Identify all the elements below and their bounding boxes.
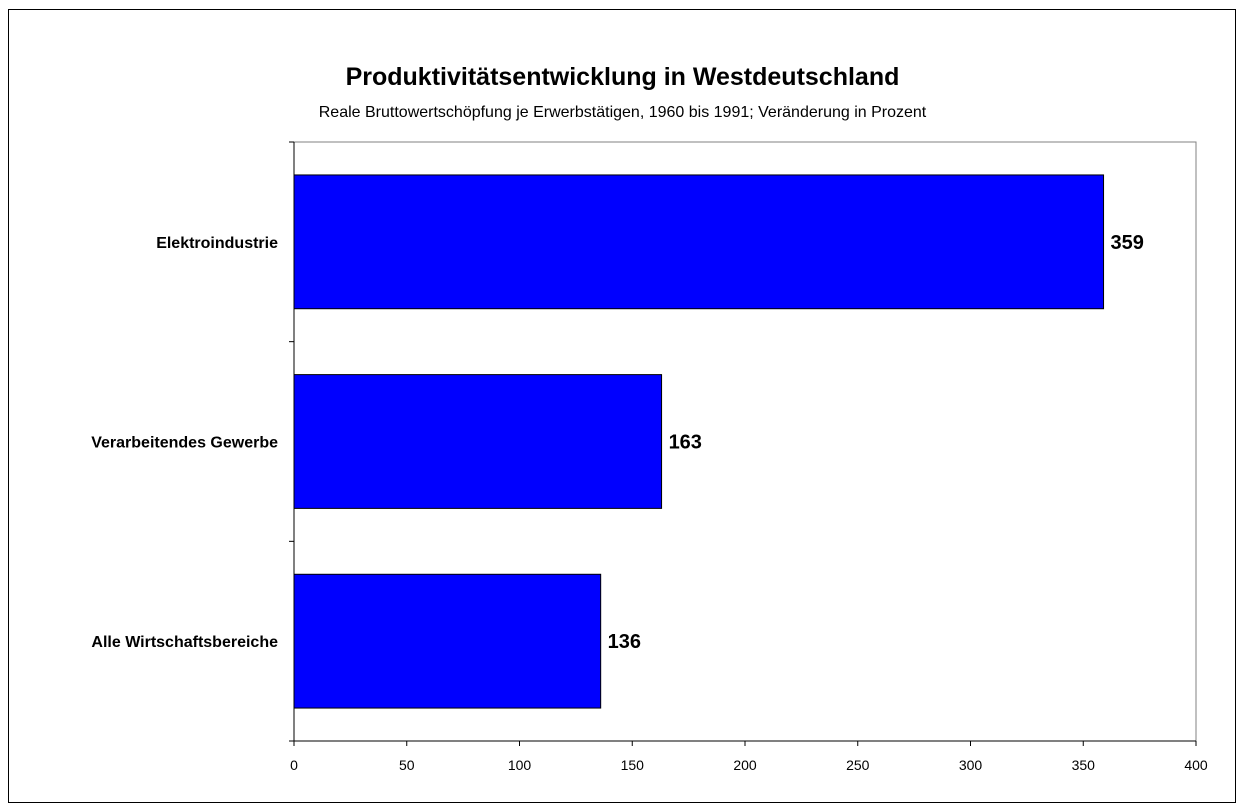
bar [293,573,602,709]
x-tick-label: 100 [508,757,532,773]
category-label: Verarbeitendes Gewerbe [91,435,278,452]
bar [293,174,1105,310]
chart-title: Produktivitätsentwicklung in Westdeutsch… [345,63,900,91]
category-label: Alle Wirtschaftsbereiche [91,634,278,651]
x-tick-label: 150 [621,757,645,773]
data-label: 163 [669,432,702,454]
bar [293,374,663,509]
category-label: Elektroindustrie [156,235,278,252]
x-tick-label: 50 [399,757,415,773]
x-tick-label: 300 [959,757,983,773]
x-tick-label: 400 [1184,757,1208,773]
data-label: 136 [608,631,641,653]
chart-subtitle: Reale Bruttowertschöpfung je Erwerbstäti… [318,104,927,121]
data-label: 359 [1111,232,1144,254]
x-tick-label: 200 [733,757,757,773]
x-tick-label: 350 [1072,757,1096,773]
x-tick-label: 250 [846,757,870,773]
chart-frame [8,9,1236,803]
x-tick-label: 0 [290,757,298,773]
